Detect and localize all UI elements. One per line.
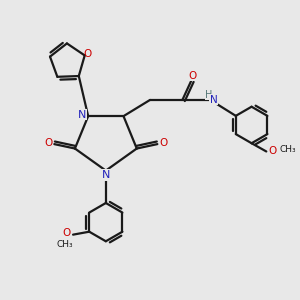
Text: O: O bbox=[83, 49, 92, 59]
Text: H: H bbox=[205, 90, 213, 100]
Text: CH₃: CH₃ bbox=[56, 241, 73, 250]
Text: O: O bbox=[62, 228, 71, 238]
Text: N: N bbox=[210, 95, 218, 105]
Text: O: O bbox=[189, 70, 197, 80]
Text: O: O bbox=[159, 138, 167, 148]
Text: O: O bbox=[44, 138, 52, 148]
Text: O: O bbox=[269, 146, 277, 157]
Text: CH₃: CH₃ bbox=[279, 146, 296, 154]
Text: N: N bbox=[78, 110, 86, 120]
Text: N: N bbox=[102, 170, 110, 180]
